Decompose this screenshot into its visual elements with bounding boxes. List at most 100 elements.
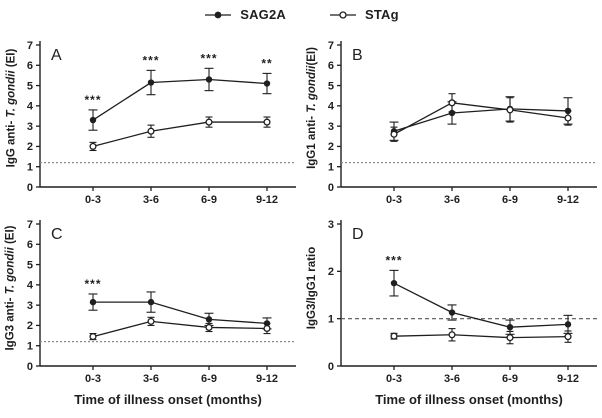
significance-stars: ** [261, 56, 272, 70]
x-tick-label: 3-6 [143, 194, 159, 206]
y-tick-label: 1 [328, 162, 334, 174]
panel-d-x-axis-title: Time of illness onset (months) [375, 392, 563, 407]
y-tick-label: 5 [27, 80, 33, 92]
panel-c-x-axis-title: Time of illness onset (months) [74, 392, 262, 407]
x-tick-label: 0-3 [85, 194, 101, 206]
legend-item-sag2a: SAG2A [203, 7, 286, 22]
open-circle-marker [506, 334, 514, 342]
series-stag [89, 316, 271, 341]
x-tick-label: 6-9 [201, 194, 217, 206]
panel-d-y-axis-label: IgG3/IgG1 ratio [301, 207, 323, 369]
filled-circle-marker [147, 79, 155, 86]
legend-item-stag: STAg [328, 7, 399, 22]
significance-stars: *** [142, 53, 159, 67]
filled-circle-marker [448, 109, 456, 117]
panel-d-plot: 0 1 2 3 0-3 3-6 6-9 9-12 *** D [328, 219, 597, 385]
x-tick-label: 9-12 [256, 373, 278, 385]
significance-stars: *** [200, 51, 217, 65]
open-circle-icon [330, 10, 356, 19]
filled-circle-marker [205, 76, 213, 83]
y-tick-label: 1 [27, 162, 33, 174]
filled-circle-marker [89, 298, 97, 306]
filled-circle-icon [205, 11, 232, 18]
bottom-row: IgG3 anti- T. gondii (EI) 0 1 2 3 4 5 6 7 0-3 3-6… [0, 207, 602, 418]
series-line [92, 320, 268, 338]
y-tick-label: 6 [27, 60, 33, 72]
series-stag [89, 116, 271, 152]
ylabel-italic: T. gondii [5, 247, 17, 295]
x-tick-label: 9-12 [256, 194, 278, 206]
ylabel-suffix: (EI) [306, 47, 319, 66]
y-tick-label: 4 [27, 101, 34, 113]
x-tick-label: 0-3 [85, 373, 101, 385]
panel-c-plot: 0 1 2 3 4 5 6 7 0-3 3-6 6-9 9-12 *** C [27, 219, 296, 385]
panel-c: IgG3 anti- T. gondii (EI) 0 1 2 3 4 5 6 7 0-3 3-6… [0, 207, 301, 418]
open-circle-marker [205, 118, 213, 126]
y-tick-label: 0 [328, 361, 334, 373]
x-tick-label: 3-6 [444, 194, 460, 206]
series-sag2a [389, 96, 573, 141]
y-tick-label: 5 [27, 259, 33, 271]
y-tick-label: 2 [27, 320, 33, 332]
significance-stars: *** [385, 253, 402, 267]
open-circle-marker [564, 333, 572, 341]
x-tick-label: 3-6 [444, 373, 460, 385]
significance-stars: *** [84, 277, 101, 291]
y-tick-label: 7 [328, 40, 334, 52]
y-tick-label: 3 [27, 121, 33, 133]
filled-circle-marker [390, 279, 398, 287]
y-tick-label: 7 [27, 40, 33, 52]
series-stag [390, 93, 572, 142]
legend-label-sag2a: SAG2A [240, 7, 286, 22]
open-circle-marker [390, 332, 398, 340]
open-circle-marker [89, 333, 97, 341]
y-tick-label: 1 [328, 313, 334, 325]
panel-letter: A [51, 47, 62, 64]
x-tick-label: 6-9 [201, 373, 217, 385]
y-tick-label: 4 [328, 101, 335, 113]
series-line [92, 78, 268, 121]
panel-b: IgG1 anti- T. gondii(EI) 0 1 2 3 4 5 6 7 0-3 3-6 6… [301, 27, 602, 207]
filled-circle-marker [89, 116, 97, 124]
y-tick-label: 7 [27, 219, 33, 231]
y-tick-label: 2 [328, 266, 334, 278]
ylabel-text: IgG anti- [5, 117, 18, 168]
y-tick-label: 2 [27, 141, 33, 153]
legend: SAG2A STAg [0, 0, 602, 27]
ylabel-italic: T. gondii [5, 70, 18, 118]
y-tick-label: 6 [328, 60, 334, 72]
open-circle-marker [147, 127, 155, 135]
ylabel-italic: T. gondii [306, 65, 319, 113]
open-circle-marker [390, 130, 398, 138]
panel-a: IgG anti- T. gondii (EI) 0 1 2 3 4 5 6 7 0-3 3-6 6… [0, 27, 301, 207]
series-stag [390, 328, 572, 345]
open-circle-marker [448, 331, 456, 339]
filled-circle-marker [564, 321, 572, 328]
ylabel-suffix: (EI) [5, 225, 17, 248]
x-tick-label: 9-12 [557, 194, 579, 206]
y-tick-label: 3 [328, 219, 334, 231]
open-circle-marker [506, 106, 514, 114]
y-tick-label: 0 [27, 361, 33, 373]
panel-letter: B [352, 47, 363, 64]
series-line [93, 301, 268, 325]
significance-stars: *** [84, 93, 101, 107]
y-tick-label: 3 [328, 121, 334, 133]
y-tick-label: 1 [27, 341, 33, 353]
series-line [92, 121, 267, 148]
series-sag2a [389, 269, 573, 335]
filled-circle-marker [448, 309, 456, 316]
panel-letter: D [352, 226, 364, 243]
ylabel-suffix: (EI) [5, 48, 18, 71]
panel-c-y-axis-label: IgG3 anti- T. gondii (EI) [0, 207, 22, 369]
filled-circle-marker [506, 323, 514, 331]
series-line [393, 282, 569, 328]
y-tick-label: 3 [27, 300, 33, 312]
panel-letter: C [51, 226, 63, 243]
ylabel-text: IgG1 anti- [306, 112, 319, 169]
x-tick-label: 3-6 [143, 373, 159, 385]
open-circle-marker [448, 99, 456, 107]
open-circle-marker [564, 114, 572, 122]
ylabel-text: IgG3 anti- [5, 294, 17, 351]
y-tick-label: 6 [27, 239, 33, 251]
